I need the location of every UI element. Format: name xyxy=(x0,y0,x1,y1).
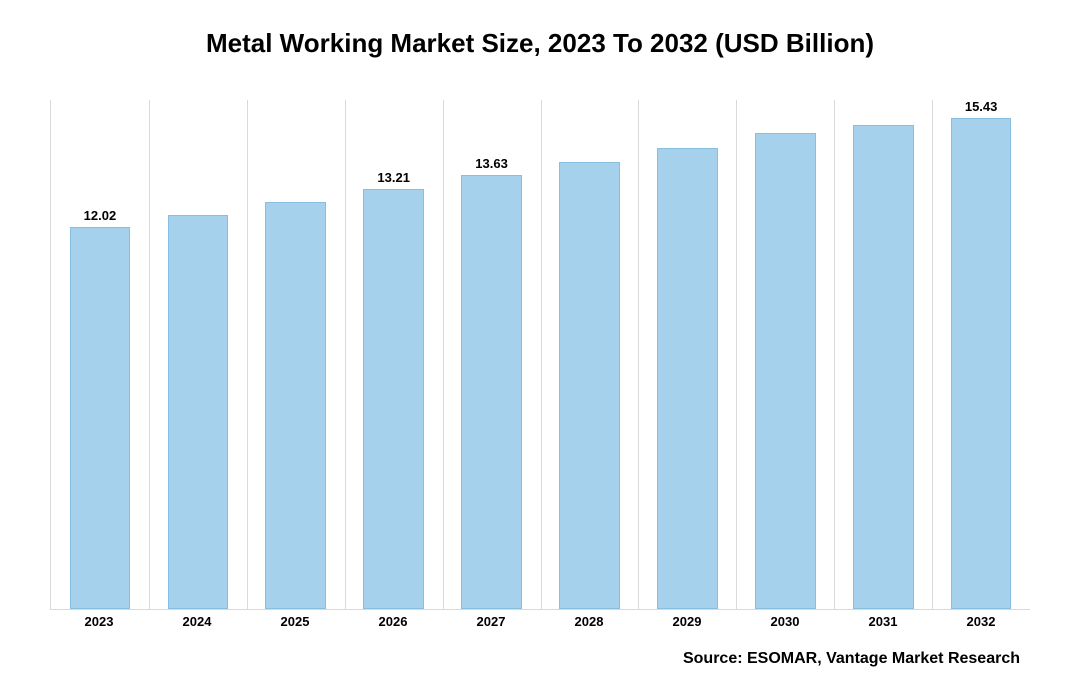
bar-slot xyxy=(834,100,932,609)
x-tick-label: 2030 xyxy=(736,614,834,629)
bar-slot xyxy=(736,100,834,609)
source-credit: Source: ESOMAR, Vantage Market Research xyxy=(683,650,1020,668)
x-tick-label: 2027 xyxy=(442,614,540,629)
chart-title: Metal Working Market Size, 2023 To 2032 … xyxy=(0,0,1080,59)
bar-value-label: 12.02 xyxy=(84,208,117,223)
bar xyxy=(559,162,620,609)
bar xyxy=(657,148,718,609)
x-tick-label: 2026 xyxy=(344,614,442,629)
x-axis: 2023202420252026202720282029203020312032 xyxy=(50,614,1030,629)
x-tick-label: 2025 xyxy=(246,614,344,629)
bar: 13.63 xyxy=(461,175,522,609)
bar-value-label: 13.63 xyxy=(475,156,508,171)
plot-area: 12.02 13.21 13.63 15.43 xyxy=(50,100,1030,610)
bar-slot: 12.02 xyxy=(51,100,149,609)
bar-slot: 15.43 xyxy=(932,100,1030,609)
bars-container: 12.02 13.21 13.63 15.43 xyxy=(51,100,1030,609)
x-tick-label: 2024 xyxy=(148,614,246,629)
bar xyxy=(853,125,914,609)
bar xyxy=(265,202,326,609)
x-tick-label: 2031 xyxy=(834,614,932,629)
x-tick-label: 2032 xyxy=(932,614,1030,629)
bar xyxy=(755,133,816,609)
bar-slot xyxy=(638,100,736,609)
x-tick-label: 2028 xyxy=(540,614,638,629)
bar: 12.02 xyxy=(70,227,131,609)
x-tick-label: 2029 xyxy=(638,614,736,629)
bar-slot: 13.63 xyxy=(443,100,541,609)
bar-slot xyxy=(247,100,345,609)
bar-slot xyxy=(149,100,247,609)
bar xyxy=(168,215,229,609)
bar-value-label: 15.43 xyxy=(965,99,998,114)
bar: 13.21 xyxy=(363,189,424,609)
x-tick-label: 2023 xyxy=(50,614,148,629)
bar: 15.43 xyxy=(951,118,1012,609)
bar-slot xyxy=(541,100,639,609)
bar-value-label: 13.21 xyxy=(377,170,410,185)
bar-slot: 13.21 xyxy=(345,100,443,609)
